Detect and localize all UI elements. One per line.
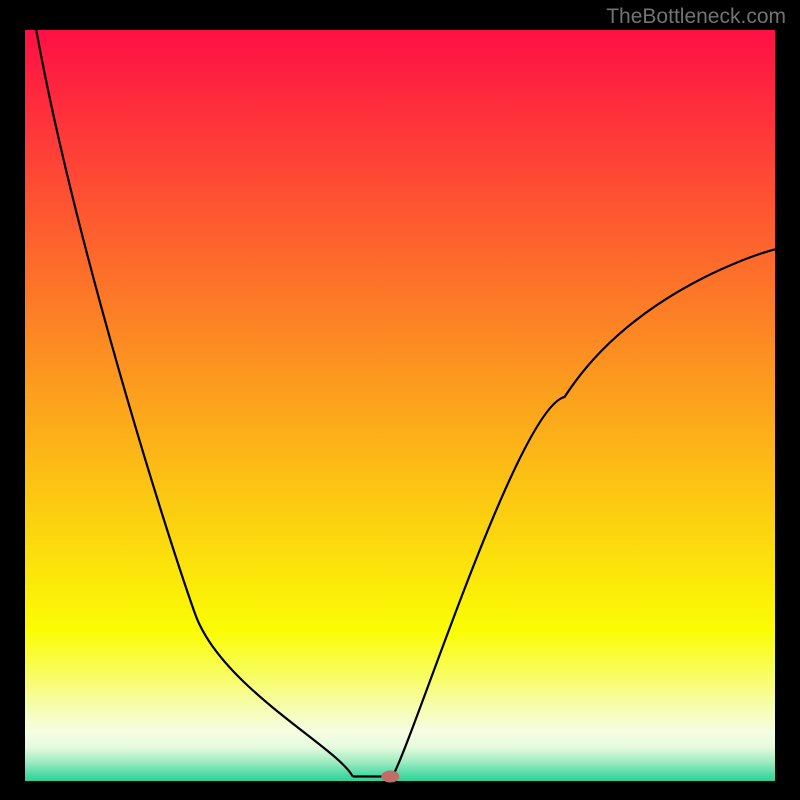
plot-area [25, 30, 775, 781]
frame: TheBottleneck.com [0, 0, 800, 800]
watermark-text: TheBottleneck.com [606, 5, 786, 29]
